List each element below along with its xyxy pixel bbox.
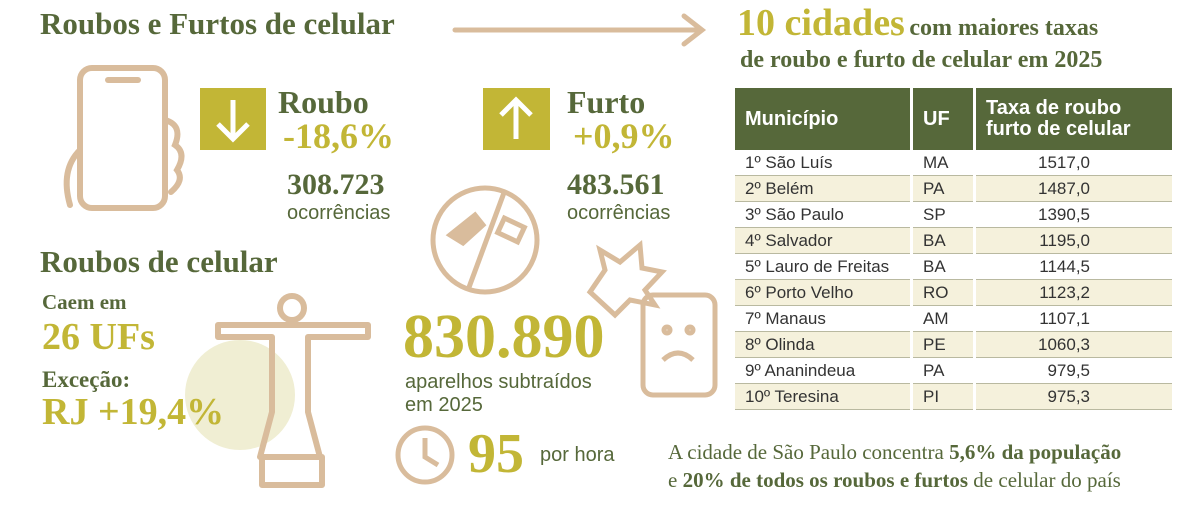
table-row: 8º Olinda PE 1060,3 (732, 331, 1172, 358)
table-cell: 9º Ananindeua (732, 357, 912, 384)
furto-change: +0,9% (573, 116, 675, 156)
total-line2: em 2025 (405, 394, 483, 416)
table-cell: 975,3 (973, 383, 1172, 410)
table-row: 10º Teresina PI 975,3 (732, 383, 1172, 410)
table-cell: 1390,5 (973, 201, 1172, 228)
table-cell: PA (910, 175, 975, 202)
total-line1: aparelhos subtraídos (405, 371, 592, 393)
roubo-label: Roubo (278, 84, 369, 120)
ranking-table: Município UF Taxa de roubo furto de celul… (732, 88, 1172, 410)
furto-unit: ocorrências (567, 202, 671, 224)
table-cell: 6º Porto Velho (732, 279, 912, 306)
table-body: 1º São Luís MA 1517,0 2º Belém PA 1487,0 3º Sã… (732, 150, 1172, 410)
theft-icon (430, 185, 540, 295)
roubo-count: 308.723 (287, 168, 385, 201)
arrow-right (452, 13, 707, 47)
table-cell: 5º Lauro de Freitas (732, 253, 912, 280)
footer-bold: 20% de todos os roubos e furtos (682, 468, 969, 492)
table-row: 5º Lauro de Freitas BA 1144,5 (732, 253, 1172, 280)
table-cell: 1060,3 (973, 331, 1172, 358)
header-cell: UF (910, 88, 975, 150)
furto-label: Furto (567, 84, 646, 120)
table-cell: 1487,0 (973, 175, 1172, 202)
header-row: Município UF Taxa de roubo furto de celul… (732, 88, 1172, 150)
table-cell: BA (910, 227, 975, 254)
hourly-value: 95 (468, 423, 524, 485)
clock-icon (395, 425, 455, 485)
table-cell: 1123,2 (973, 279, 1172, 306)
table-row: 2º Belém PA 1487,0 (732, 175, 1172, 202)
table-row: 1º São Luís MA 1517,0 (732, 150, 1172, 176)
hourly-unit: por hora (540, 444, 615, 466)
section-title: Roubos de celular (40, 244, 278, 279)
table-cell: MA (910, 150, 975, 176)
table-cell: PI (910, 383, 975, 410)
table-cell: 1º São Luís (732, 150, 912, 176)
table-cell: 1517,0 (973, 150, 1172, 176)
exception-value: RJ +19,4% (42, 391, 225, 433)
right-title: 10 cidades com maiores taxas (737, 4, 1098, 42)
table-row: 6º Porto Velho RO 1123,2 (732, 279, 1172, 306)
footer-text: A cidade de São Paulo concentra (668, 440, 950, 464)
furto-count: 483.561 (567, 168, 665, 201)
christ-statue (215, 293, 371, 488)
footer-text: de celular do país (968, 468, 1121, 492)
table-cell: SP (910, 201, 975, 228)
title-rest: com maiores taxas (909, 15, 1099, 41)
table-cell: 10º Teresina (732, 383, 912, 410)
table-row: 9º Ananindeua PA 979,5 (732, 357, 1172, 384)
table-cell: RO (910, 279, 975, 306)
title-line2: de roubo e furto de celular em 2025 (740, 47, 1103, 73)
table-row: 3º São Paulo SP 1390,5 (732, 201, 1172, 228)
table-cell: 1144,5 (973, 253, 1172, 280)
header-cell: Taxa de roubo furto de celular (973, 88, 1172, 150)
exception-label: Exceção: (42, 367, 131, 392)
table-row: 4º Salvador BA 1195,0 (732, 227, 1172, 254)
header-line: Taxa de roubo (986, 97, 1122, 119)
table-cell: PA (910, 357, 975, 384)
phone-icon (63, 65, 185, 211)
table-cell: 2º Belém (732, 175, 912, 202)
table-cell: 1107,1 (973, 305, 1172, 332)
header-cell: Município (732, 88, 912, 150)
table-cell: 1195,0 (973, 227, 1172, 254)
header-line: furto de celular (986, 118, 1131, 140)
table-cell: 8º Olinda (732, 331, 912, 358)
up-arrow (499, 96, 533, 139)
roubo-change: -18,6% (283, 116, 394, 156)
table-cell: BA (910, 253, 975, 280)
down-arrow (216, 100, 250, 143)
footer-bold: 5,6% da população (949, 440, 1122, 464)
table-cell: 3º São Paulo (732, 201, 912, 228)
fall-value: 26 UFs (42, 316, 155, 358)
table-cell: 4º Salvador (732, 227, 912, 254)
broken-phone-icon (586, 239, 718, 398)
table-cell: AM (910, 305, 975, 332)
footer: A cidade de São Paulo concentra 5,6% da … (668, 438, 1121, 494)
title: Roubos e Furtos de celular (40, 6, 395, 41)
footer-text: e (668, 468, 683, 492)
fall-label: Caem em (42, 290, 127, 314)
table-cell: 7º Manaus (732, 305, 912, 332)
table-row: 7º Manaus AM 1107,1 (732, 305, 1172, 332)
table-cell: PE (910, 331, 975, 358)
title-big: 10 cidades (737, 2, 905, 44)
roubo-unit: ocorrências (287, 202, 391, 224)
total-value: 830.890 (403, 303, 605, 371)
table-cell: 979,5 (973, 357, 1172, 384)
